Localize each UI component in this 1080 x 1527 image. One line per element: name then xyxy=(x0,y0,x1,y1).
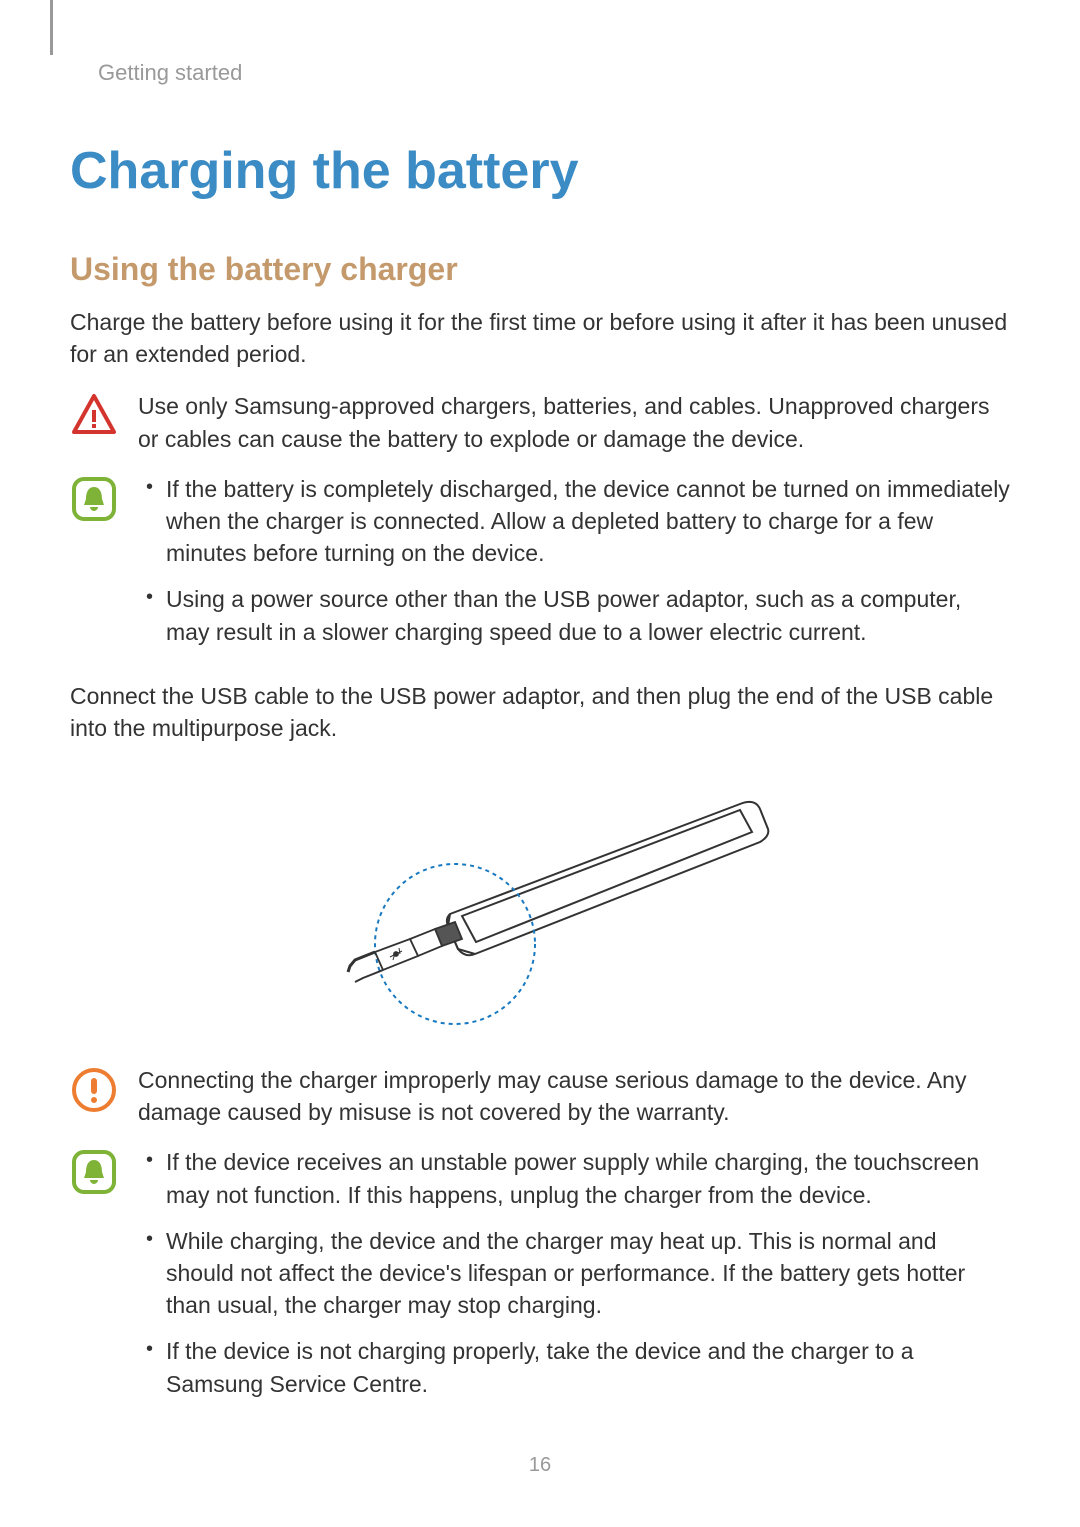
page-content: Getting started Charging the battery Usi… xyxy=(0,0,1080,1414)
list-item: Using a power source other than the USB … xyxy=(138,583,1010,647)
info-callout-2: If the device receives an unstable power… xyxy=(70,1146,1010,1413)
info-2-content: If the device receives an unstable power… xyxy=(138,1146,1010,1413)
warning-text: Use only Samsung-approved chargers, batt… xyxy=(138,390,1010,454)
page-number: 16 xyxy=(529,1454,551,1477)
caution-text: Connecting the charger improperly may ca… xyxy=(138,1064,1010,1128)
bell-icon xyxy=(70,475,118,523)
list-item: While charging, the device and the charg… xyxy=(138,1225,1010,1322)
caution-icon xyxy=(70,1066,118,1114)
info-2-list: If the device receives an unstable power… xyxy=(138,1146,1010,1399)
device-charging-illustration xyxy=(300,774,780,1034)
info-1-list: If the battery is completely discharged,… xyxy=(138,473,1010,648)
list-item: If the device receives an unstable power… xyxy=(138,1146,1010,1210)
warning-icon xyxy=(70,392,118,440)
connect-paragraph: Connect the USB cable to the USB power a… xyxy=(70,680,1010,744)
caution-callout: Connecting the charger improperly may ca… xyxy=(70,1064,1010,1128)
breadcrumb: Getting started xyxy=(98,60,1010,86)
illustration-container xyxy=(70,774,1010,1034)
list-item: If the device is not charging properly, … xyxy=(138,1335,1010,1399)
section-heading: Using the battery charger xyxy=(70,251,1010,288)
list-item: If the battery is completely discharged,… xyxy=(138,473,1010,570)
info-1-content: If the battery is completely discharged,… xyxy=(138,473,1010,662)
page-title: Charging the battery xyxy=(70,141,1010,201)
bell-icon xyxy=(70,1148,118,1196)
info-callout-1: If the battery is completely discharged,… xyxy=(70,473,1010,662)
warning-callout: Use only Samsung-approved chargers, batt… xyxy=(70,390,1010,454)
intro-paragraph: Charge the battery before using it for t… xyxy=(70,306,1010,370)
